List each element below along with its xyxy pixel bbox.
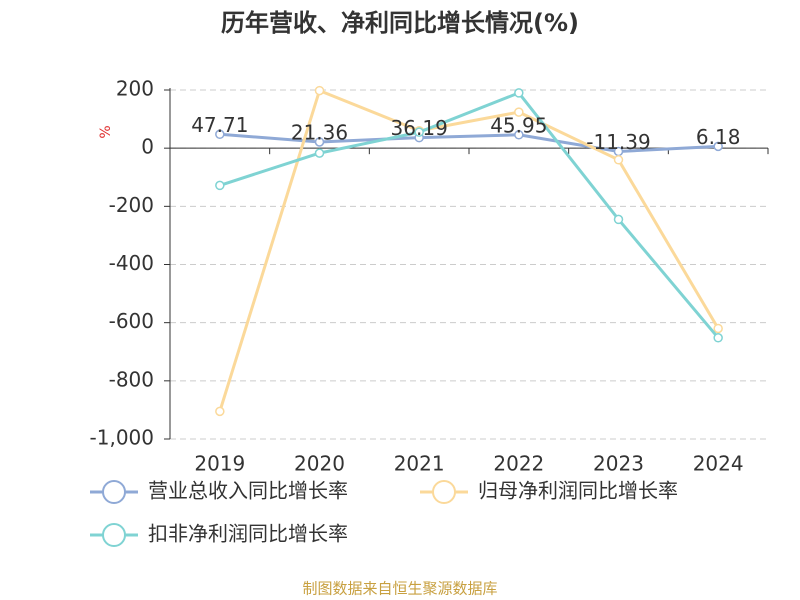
y-tick-label: -600 [109, 309, 154, 333]
x-tick-label: 2022 [493, 452, 544, 476]
y-tick-label: 0 [141, 135, 154, 159]
data-point [514, 107, 524, 117]
y-tick-label: -1,000 [90, 426, 154, 450]
legend-marker [432, 480, 456, 504]
legend-label: 营业总收入同比增长率 [148, 479, 348, 503]
data-point [713, 333, 723, 343]
legend-label: 扣非净利润同比增长率 [148, 522, 348, 546]
data-label: 45.95 [490, 113, 547, 137]
data-point [314, 85, 325, 96]
data-point [713, 141, 723, 152]
series-line [219, 91, 720, 339]
data-label: -11.39 [586, 130, 650, 154]
data-label: 21.36 [291, 120, 348, 144]
data-label: 47.71 [191, 113, 248, 137]
data-point [314, 137, 325, 147]
data-point [514, 88, 524, 98]
y-tick-label: 200 [116, 77, 154, 101]
x-tick-label: 2024 [693, 452, 744, 476]
source-note: 制图数据来自恒生聚源数据库 [302, 580, 497, 598]
x-tick-label: 2020 [294, 452, 345, 476]
data-point [514, 130, 524, 140]
y-tick-label: -800 [109, 367, 154, 391]
y-tick-label: -200 [109, 193, 154, 217]
legend-label: 归母净利润同比增长率 [478, 479, 678, 503]
x-tick-label: 2019 [194, 452, 245, 476]
x-tick-label: 2021 [394, 452, 445, 476]
y-axis-label: % [98, 125, 114, 138]
y-tick-label: -400 [109, 251, 154, 275]
legend-marker [102, 480, 126, 504]
data-point [215, 129, 225, 140]
legend-marker [102, 523, 126, 547]
data-label: 6.18 [696, 125, 741, 149]
data-point [713, 323, 723, 334]
data-point [414, 127, 424, 137]
chart-title: 历年营收、净利同比增长情况(%) [221, 9, 579, 37]
data-point [215, 406, 225, 417]
data-point [613, 214, 624, 225]
data-point [613, 155, 624, 165]
series-line [218, 88, 720, 412]
data-point [314, 148, 325, 158]
x-tick-label: 2023 [593, 452, 644, 476]
data-point [215, 180, 225, 191]
data-label: 36.19 [391, 116, 448, 140]
